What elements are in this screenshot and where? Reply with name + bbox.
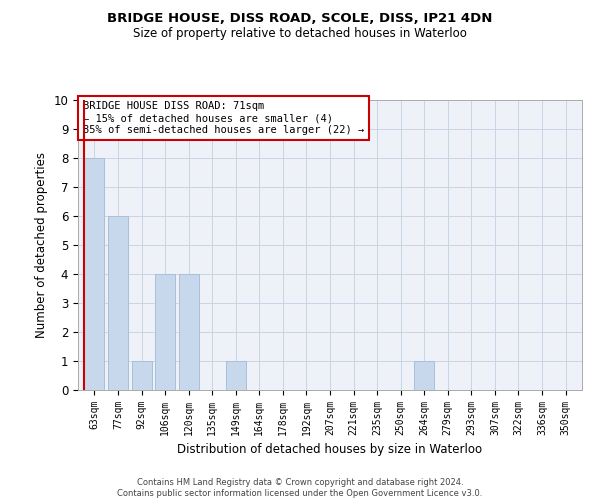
Text: BRIDGE HOUSE DISS ROAD: 71sqm
← 15% of detached houses are smaller (4)
85% of se: BRIDGE HOUSE DISS ROAD: 71sqm ← 15% of d… bbox=[83, 102, 364, 134]
Text: Size of property relative to detached houses in Waterloo: Size of property relative to detached ho… bbox=[133, 28, 467, 40]
Bar bbox=[155, 274, 175, 390]
Y-axis label: Number of detached properties: Number of detached properties bbox=[35, 152, 48, 338]
Bar bbox=[108, 216, 128, 390]
Bar bbox=[131, 361, 152, 390]
Text: BRIDGE HOUSE, DISS ROAD, SCOLE, DISS, IP21 4DN: BRIDGE HOUSE, DISS ROAD, SCOLE, DISS, IP… bbox=[107, 12, 493, 26]
Bar bbox=[179, 274, 199, 390]
Bar bbox=[85, 158, 104, 390]
Text: Contains HM Land Registry data © Crown copyright and database right 2024.
Contai: Contains HM Land Registry data © Crown c… bbox=[118, 478, 482, 498]
Bar bbox=[414, 361, 434, 390]
X-axis label: Distribution of detached houses by size in Waterloo: Distribution of detached houses by size … bbox=[178, 444, 482, 456]
Bar bbox=[226, 361, 246, 390]
